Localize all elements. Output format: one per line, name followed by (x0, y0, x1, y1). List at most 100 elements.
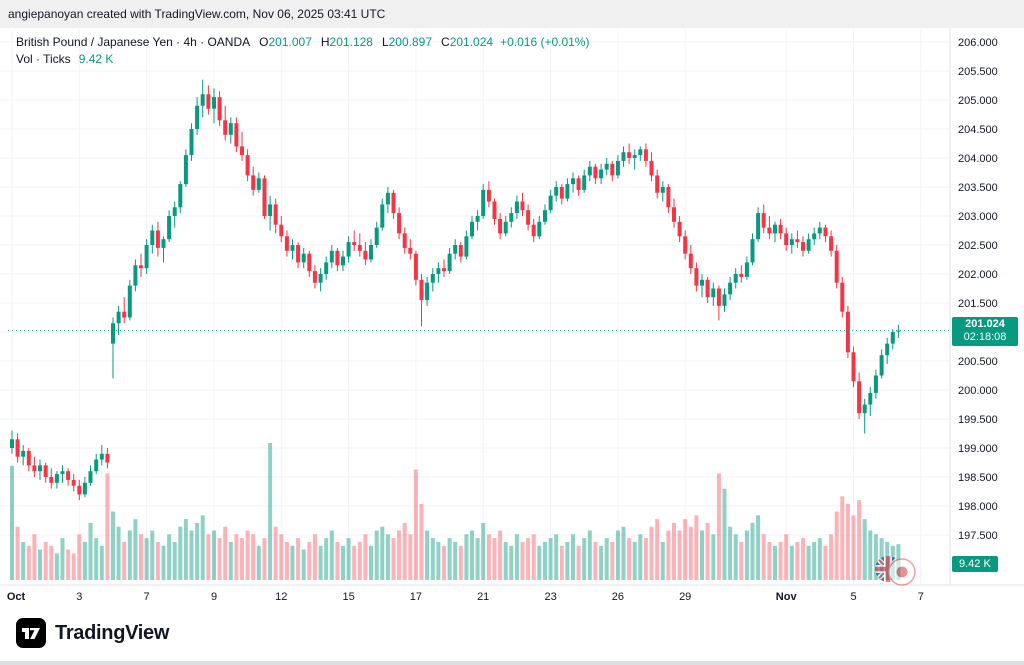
volume-bar (442, 545, 446, 581)
time-tick-label: 26 (612, 591, 624, 603)
candles-layer (10, 79, 901, 501)
candle-body (206, 94, 211, 109)
candle-body (801, 242, 805, 251)
tradingview-logo[interactable]: TradingView (16, 618, 169, 648)
volume-bar (144, 538, 149, 580)
current-price-value: 201.024 (965, 318, 1005, 330)
bottom-scrollbar[interactable] (0, 661, 1024, 665)
candle-body (436, 268, 441, 274)
candle-body (621, 152, 626, 161)
candle-body (290, 245, 295, 251)
volume-bar (391, 538, 396, 580)
volume-legend[interactable]: Vol · Ticks 9.42 K (16, 52, 113, 66)
candle-body (458, 245, 463, 257)
candle-body (312, 271, 317, 283)
volume-bar (71, 553, 76, 580)
volume-bar (419, 503, 424, 580)
volume-bar (397, 530, 402, 580)
volume-bar (604, 538, 609, 580)
candle-body (565, 184, 570, 199)
price-tick-label: 199.500 (958, 414, 998, 426)
price-tick-label: 203.000 (958, 211, 998, 223)
candle-body (559, 187, 564, 199)
volume-bar (666, 530, 671, 580)
candle-body (279, 224, 284, 237)
volume-bar (481, 522, 486, 580)
candle-body (268, 204, 273, 216)
volume-bar (183, 519, 188, 580)
current-price-label: 201.024 02:18:08 (952, 317, 1018, 346)
volume-bar (554, 534, 559, 580)
candle-body (537, 221, 542, 237)
volume-bar (739, 541, 744, 580)
candle-body (845, 311, 850, 353)
candle-body (385, 192, 390, 205)
volume-bar (139, 534, 143, 580)
volume-bar (571, 534, 575, 580)
volume-bar (49, 545, 54, 581)
candle-body (587, 166, 592, 176)
volume-bar (82, 541, 87, 580)
candle-body (571, 178, 575, 185)
price-tick-label: 205.000 (958, 95, 998, 107)
volume-layer (10, 443, 901, 581)
candle-body (133, 265, 138, 286)
candle-body (32, 465, 37, 472)
volume-bar (660, 541, 665, 580)
price-tick-label: 201.500 (958, 298, 998, 310)
volume-bar (638, 534, 643, 580)
candle-body (38, 465, 42, 472)
candle-countdown: 02:18:08 (963, 331, 1007, 343)
volume-bar (840, 496, 845, 580)
time-axis[interactable]: Oct 3 7 9 12 15 17 21 23 26 29 Nov 5 7 (7, 591, 924, 603)
candle-body (150, 230, 155, 245)
candle-body (161, 239, 166, 248)
candle-body (21, 450, 26, 457)
ohlc-open: O201.007 (259, 35, 312, 49)
volume-bar (694, 515, 699, 580)
candle-body (447, 253, 452, 272)
volume-legend-value: 9.42 K (78, 52, 114, 66)
volume-bar (767, 541, 772, 580)
volume-bar (834, 511, 839, 580)
candle-body (380, 204, 385, 228)
ohlc-high: H201.128 (320, 35, 373, 49)
candle-body (413, 253, 418, 280)
candle-body (296, 245, 301, 263)
time-tick-label: 7 (144, 591, 150, 603)
volume-bar (329, 530, 334, 580)
time-tick-label: 21 (477, 591, 489, 603)
candle-body (167, 216, 172, 240)
candle-body (442, 268, 446, 272)
candle-body (212, 97, 216, 109)
candle-body (795, 239, 800, 243)
volume-bar (632, 541, 637, 580)
volume-bar (733, 534, 738, 580)
candle-body (582, 175, 587, 190)
price-tick-label: 198.500 (958, 472, 998, 484)
volume-bar (408, 534, 413, 580)
symbol-legend[interactable]: British Pound / Japanese Yen · 4h · OAND… (16, 35, 589, 49)
volume-bar (43, 541, 48, 580)
volume-bar (862, 519, 867, 580)
volume-bar (217, 538, 222, 580)
candle-body (722, 294, 727, 306)
candle-body (251, 175, 256, 190)
price-tick-label: 202.000 (958, 269, 998, 281)
volume-bar (346, 538, 351, 580)
volume-bar (728, 526, 733, 580)
volume-bar (655, 519, 660, 580)
candle-body (94, 459, 99, 472)
volume-bar (94, 538, 99, 580)
volume-bar (543, 541, 547, 580)
volume-bar (296, 538, 301, 580)
candle-body (155, 230, 160, 248)
candle-body (829, 236, 834, 251)
candle-body (728, 282, 733, 295)
candle-body (453, 245, 458, 254)
price-axis[interactable]: 206.000 205.500 205.000 204.500 204.000 203.5… (958, 37, 998, 542)
candle-body (324, 262, 329, 274)
volume-bar (845, 503, 850, 580)
candle-body (520, 201, 525, 211)
